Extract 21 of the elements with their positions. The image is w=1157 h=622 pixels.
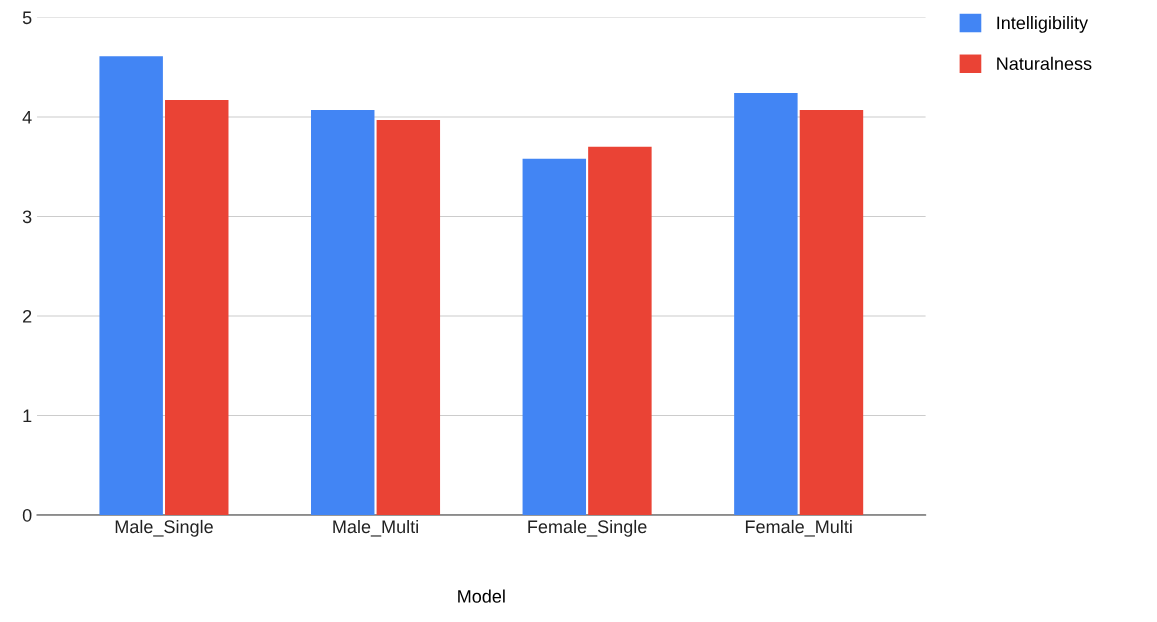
x-tick-label: Male_Single: [115, 519, 213, 537]
y-tick-label: 0: [22, 508, 32, 522]
bar: [99, 56, 163, 516]
legend-label: Naturalness: [997, 56, 1092, 71]
x-tick-label: Female_Multi: [745, 519, 852, 537]
y-tick-label: 3: [22, 210, 32, 224]
y-tick-label: 1: [23, 409, 32, 423]
x-axis-title: Model: [458, 589, 505, 603]
bar: [376, 119, 441, 516]
y-tick-label: 2: [23, 309, 32, 323]
bar: [311, 109, 375, 516]
bar: [522, 158, 587, 516]
bar: [165, 100, 229, 516]
bar: [588, 146, 652, 516]
legend-label: Intelligibility: [997, 16, 1089, 33]
y-tick-label: 4: [22, 111, 32, 124]
bar: [799, 109, 864, 516]
x-tick-label: Male_Multi: [333, 519, 418, 537]
bar: [734, 93, 798, 516]
x-tick-label: Female_Single: [528, 519, 647, 537]
y-tick-label: 5: [22, 11, 32, 25]
